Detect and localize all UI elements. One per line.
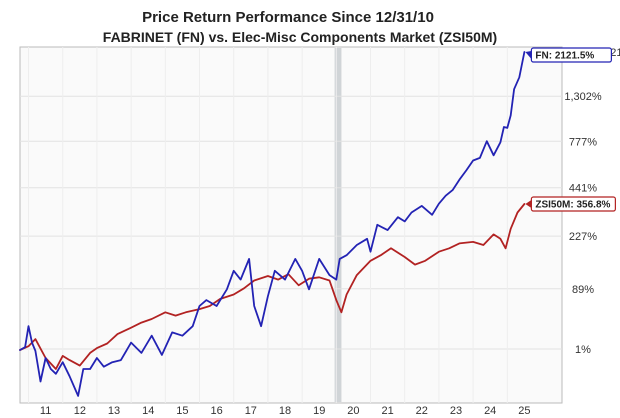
chart-title: Price Return Performance Since 12/31/10 (142, 9, 434, 26)
chart-subtitle: FABRINET (FN) vs. Elec-Misc Components M… (103, 29, 497, 45)
y-tick-label: 89% (572, 284, 594, 296)
end-label-fn: FN: 2121.5% (525, 47, 612, 63)
x-tick-label: 20 (347, 405, 359, 417)
callout-text: FN: 2121.5% (535, 51, 594, 62)
callout-box (530, 47, 612, 63)
end-label-zsi50m: ZSI50M: 356.8% (525, 196, 616, 212)
x-tick-label: 11 (40, 405, 51, 417)
x-tick-label: 23 (450, 405, 462, 417)
callout-pointer (525, 199, 532, 208)
series-line-zsi50m (19, 203, 526, 370)
callout-box (530, 196, 616, 212)
x-tick-label: 19 (313, 405, 325, 417)
callout-pointer (525, 51, 532, 59)
highlight-band (334, 48, 342, 402)
x-tick-label: 21 (381, 405, 393, 417)
x-tick-label: 13 (108, 405, 120, 417)
x-tick-label: 16 (210, 405, 222, 417)
y-tick-label: 1,302% (564, 91, 602, 103)
series-line-fn (19, 51, 526, 397)
x-tick-label: 25 (518, 405, 530, 417)
x-tick-label: 22 (416, 405, 428, 417)
series-layer (19, 51, 526, 397)
x-tick-label: 14 (142, 405, 154, 417)
y-tick-label: 441% (569, 183, 597, 195)
callout-text: ZSI50M: 356.8% (535, 199, 610, 210)
x-tick-label: 15 (176, 405, 188, 417)
end-labels: FN: 2121.5% ZSI50M: 356.8% (525, 47, 616, 212)
y-tick-label: 777% (569, 136, 597, 148)
x-axis-ticks: 11 12 13 14 15 16 17 18 19 20 21 22 23 24 25 (40, 405, 531, 417)
y-tick-label: 1% (575, 344, 591, 356)
x-tick-label: 24 (484, 405, 496, 417)
x-tick-label: 12 (74, 405, 86, 417)
y-tick-label: 227% (569, 231, 597, 243)
x-tick-label: 17 (245, 405, 257, 417)
plot-area (19, 46, 563, 404)
x-tick-label: 18 (279, 405, 291, 417)
